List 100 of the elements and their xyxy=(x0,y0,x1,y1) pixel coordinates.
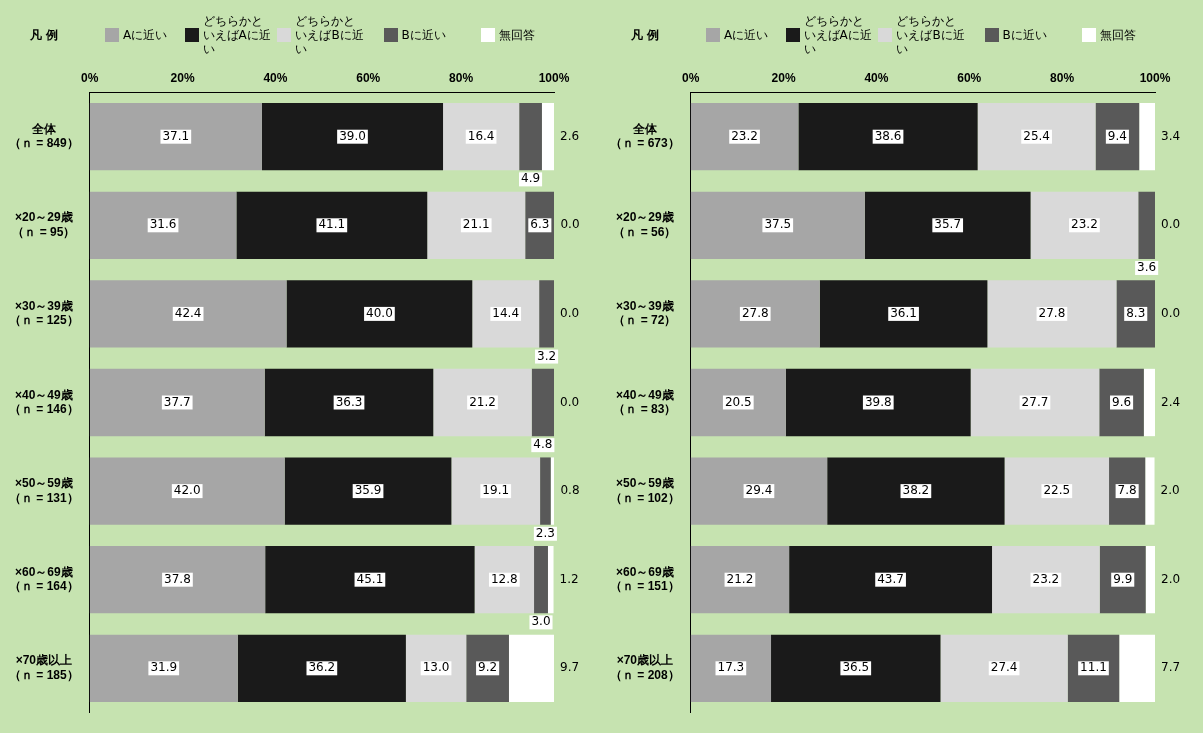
data-label: 37.5 xyxy=(764,217,792,232)
x-tick-label: 40% xyxy=(864,70,889,85)
bar xyxy=(451,457,541,525)
bar xyxy=(550,457,554,525)
data-label: 23.2 xyxy=(1032,571,1060,586)
bar xyxy=(508,634,554,702)
data-label: 27.8 xyxy=(741,306,769,321)
bar xyxy=(690,280,820,348)
y-tick-label: ×50～59歳（ｎ = 102） xyxy=(610,476,680,505)
data-label: 16.4 xyxy=(467,128,495,143)
data-label: 2.6 xyxy=(560,128,580,143)
data-label: 27.4 xyxy=(990,660,1018,675)
legend-label: どちらかといえばAに近い xyxy=(202,14,272,56)
data-label: 37.8 xyxy=(164,571,191,586)
bar xyxy=(690,457,828,525)
bar xyxy=(690,634,772,702)
bar xyxy=(89,368,265,437)
data-label: 23.2 xyxy=(1071,217,1098,232)
bar xyxy=(1145,546,1155,614)
bar xyxy=(1004,457,1110,525)
bar xyxy=(405,634,467,702)
bar xyxy=(443,103,520,171)
data-label: 25.4 xyxy=(1023,128,1050,143)
y-tick-label: ×50～59歳（ｎ = 131） xyxy=(9,476,79,505)
data-label: 21.1 xyxy=(462,217,490,232)
data-label: 2.4 xyxy=(1161,394,1181,409)
bar xyxy=(690,191,865,259)
bar xyxy=(89,634,238,702)
data-label: 7.7 xyxy=(1161,660,1181,675)
bar xyxy=(1030,191,1139,259)
bar xyxy=(547,546,554,614)
data-label: 37.7 xyxy=(163,394,191,409)
bar xyxy=(771,634,941,702)
x-tick-label: 40% xyxy=(263,70,288,85)
y-tick-label: 全体（ｎ = 849） xyxy=(9,121,79,151)
data-label: 0.0 xyxy=(560,217,580,232)
data-label: 4.8 xyxy=(533,437,553,452)
bar xyxy=(789,546,993,614)
bar xyxy=(864,191,1031,259)
x-tick-label: 60% xyxy=(957,70,982,85)
data-label: 21.2 xyxy=(469,394,496,409)
data-label: 11.1 xyxy=(1080,660,1107,675)
data-label: 9.7 xyxy=(560,660,580,675)
data-label: 20.5 xyxy=(724,394,752,409)
data-label: 2.0 xyxy=(1161,571,1181,586)
y-tick-label: ×60～69歳（ｎ = 151） xyxy=(610,564,680,594)
data-label: 19.1 xyxy=(482,483,510,498)
y-tick-label: ×60～69歳（ｎ = 164） xyxy=(9,564,79,594)
bar xyxy=(940,634,1068,702)
bar xyxy=(1099,368,1144,437)
data-label: 2.0 xyxy=(1160,483,1180,498)
data-label: 27.7 xyxy=(1021,394,1049,409)
data-label: 0.0 xyxy=(1161,217,1181,232)
data-label: 37.1 xyxy=(162,128,190,143)
y-tick-label: ×40～49歳（ｎ = 83） xyxy=(613,387,677,417)
data-label: 22.5 xyxy=(1043,483,1071,498)
data-label: 9.2 xyxy=(478,660,498,675)
bar xyxy=(534,546,548,614)
bar xyxy=(785,368,971,437)
data-label: 2.3 xyxy=(535,525,555,540)
y-tick-label: ×30～39歳（ｎ = 125） xyxy=(9,299,79,328)
bar xyxy=(1143,368,1155,437)
bar xyxy=(237,634,406,702)
legend-title: 凡 例 xyxy=(28,26,59,44)
legend-label: 無回答 xyxy=(1099,28,1136,42)
data-label: 13.0 xyxy=(422,660,450,675)
data-label: 36.2 xyxy=(308,660,336,675)
x-tick-label: 0% xyxy=(81,70,99,85)
bar xyxy=(827,457,1005,525)
data-label: 0.0 xyxy=(560,394,580,409)
x-tick-label: 0% xyxy=(682,70,700,85)
bar xyxy=(89,191,237,259)
data-label: 29.4 xyxy=(745,483,773,498)
bar xyxy=(519,103,542,171)
legend-label: Aに近い xyxy=(123,28,168,42)
x-tick-label: 20% xyxy=(170,70,195,85)
data-label: 36.1 xyxy=(890,306,917,321)
bar xyxy=(236,191,428,259)
bar xyxy=(89,546,266,614)
data-label: 42.4 xyxy=(174,306,202,321)
bar xyxy=(466,634,509,702)
bar xyxy=(286,280,473,348)
data-label: 27.8 xyxy=(1038,306,1066,321)
data-label: 36.5 xyxy=(842,660,870,675)
bar xyxy=(89,103,262,171)
y-tick-label: ×30～39歳（ｎ = 72） xyxy=(613,299,677,328)
bar xyxy=(472,280,540,348)
bar xyxy=(987,280,1117,348)
data-label: 43.7 xyxy=(877,571,904,586)
y-tick-label: ×20～29歳（ｎ = 56） xyxy=(613,210,677,239)
data-label: 8.3 xyxy=(1126,306,1146,321)
x-tick-label: 100% xyxy=(538,70,570,85)
data-label: 3.6 xyxy=(1137,260,1157,275)
bar xyxy=(89,280,287,348)
legend-label: どちらかといえばAに近い xyxy=(803,14,873,56)
data-label: 3.0 xyxy=(531,614,551,629)
legend-label: Aに近い xyxy=(724,28,769,42)
bar xyxy=(1138,191,1155,259)
bar xyxy=(798,103,978,171)
data-label: 12.8 xyxy=(490,571,518,586)
